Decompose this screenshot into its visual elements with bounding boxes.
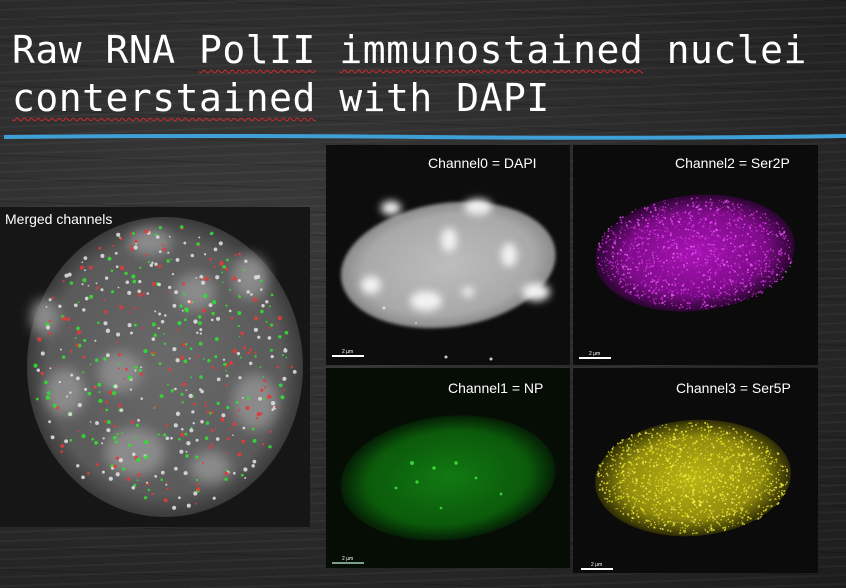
np-channel-label: Channel1 = NP (448, 380, 544, 396)
ser2p-speckle (596, 196, 793, 310)
title-text-nuclei: nuclei (643, 28, 807, 72)
slide-title: Raw RNA PolII immunostained nuclei conte… (12, 26, 842, 122)
ser5p-channel-panel: Channel3 = Ser5P 2 µm (573, 368, 818, 573)
merged-nucleus-image (0, 207, 310, 527)
dapi-scale-bar (332, 355, 364, 357)
merged-channels-label: Merged channels (5, 211, 113, 227)
dapi-channel-label: Channel0 = DAPI (428, 155, 537, 171)
merged-foci (33, 225, 297, 510)
dapi-nucleus-image (326, 145, 570, 365)
dapi-scale-text: 2 µm (342, 349, 354, 355)
title-space (316, 28, 339, 72)
ser5p-scale-bar (581, 568, 613, 570)
title-underline-rule (4, 134, 846, 140)
np-scale-bar (332, 562, 364, 564)
np-nucleus-image (326, 368, 570, 568)
ser5p-nucleus-image (573, 368, 818, 573)
title-text-polii: PolII (199, 28, 316, 72)
ser2p-scale-text: 2 µm (589, 351, 601, 357)
np-scale-text: 2 µm (342, 556, 354, 562)
title-text: Raw RNA (12, 28, 200, 72)
ser2p-channel-panel: Channel2 = Ser2P 2 µm (573, 145, 818, 365)
ser2p-scale-bar (579, 357, 611, 359)
title-text-dapi: with DAPI (315, 76, 550, 120)
title-text-immunostained: immunostained (339, 28, 644, 72)
ser5p-scale-text: 2 µm (591, 562, 603, 568)
title-line-2: conterstained with DAPI (12, 74, 842, 122)
title-line-1: Raw RNA PolII immunostained nuclei (12, 26, 842, 74)
ser5p-channel-label: Channel3 = Ser5P (676, 380, 791, 396)
ser5p-speckle (596, 421, 789, 535)
title-text-conterstained: conterstained (12, 76, 316, 120)
ser2p-nucleus-image (573, 145, 818, 365)
merged-channels-panel: Merged channels (0, 207, 310, 527)
np-channel-panel: Channel1 = NP 2 µm (326, 368, 570, 568)
ser2p-channel-label: Channel2 = Ser2P (675, 155, 790, 171)
dapi-channel-panel: Channel0 = DAPI 2 µm (326, 145, 570, 365)
